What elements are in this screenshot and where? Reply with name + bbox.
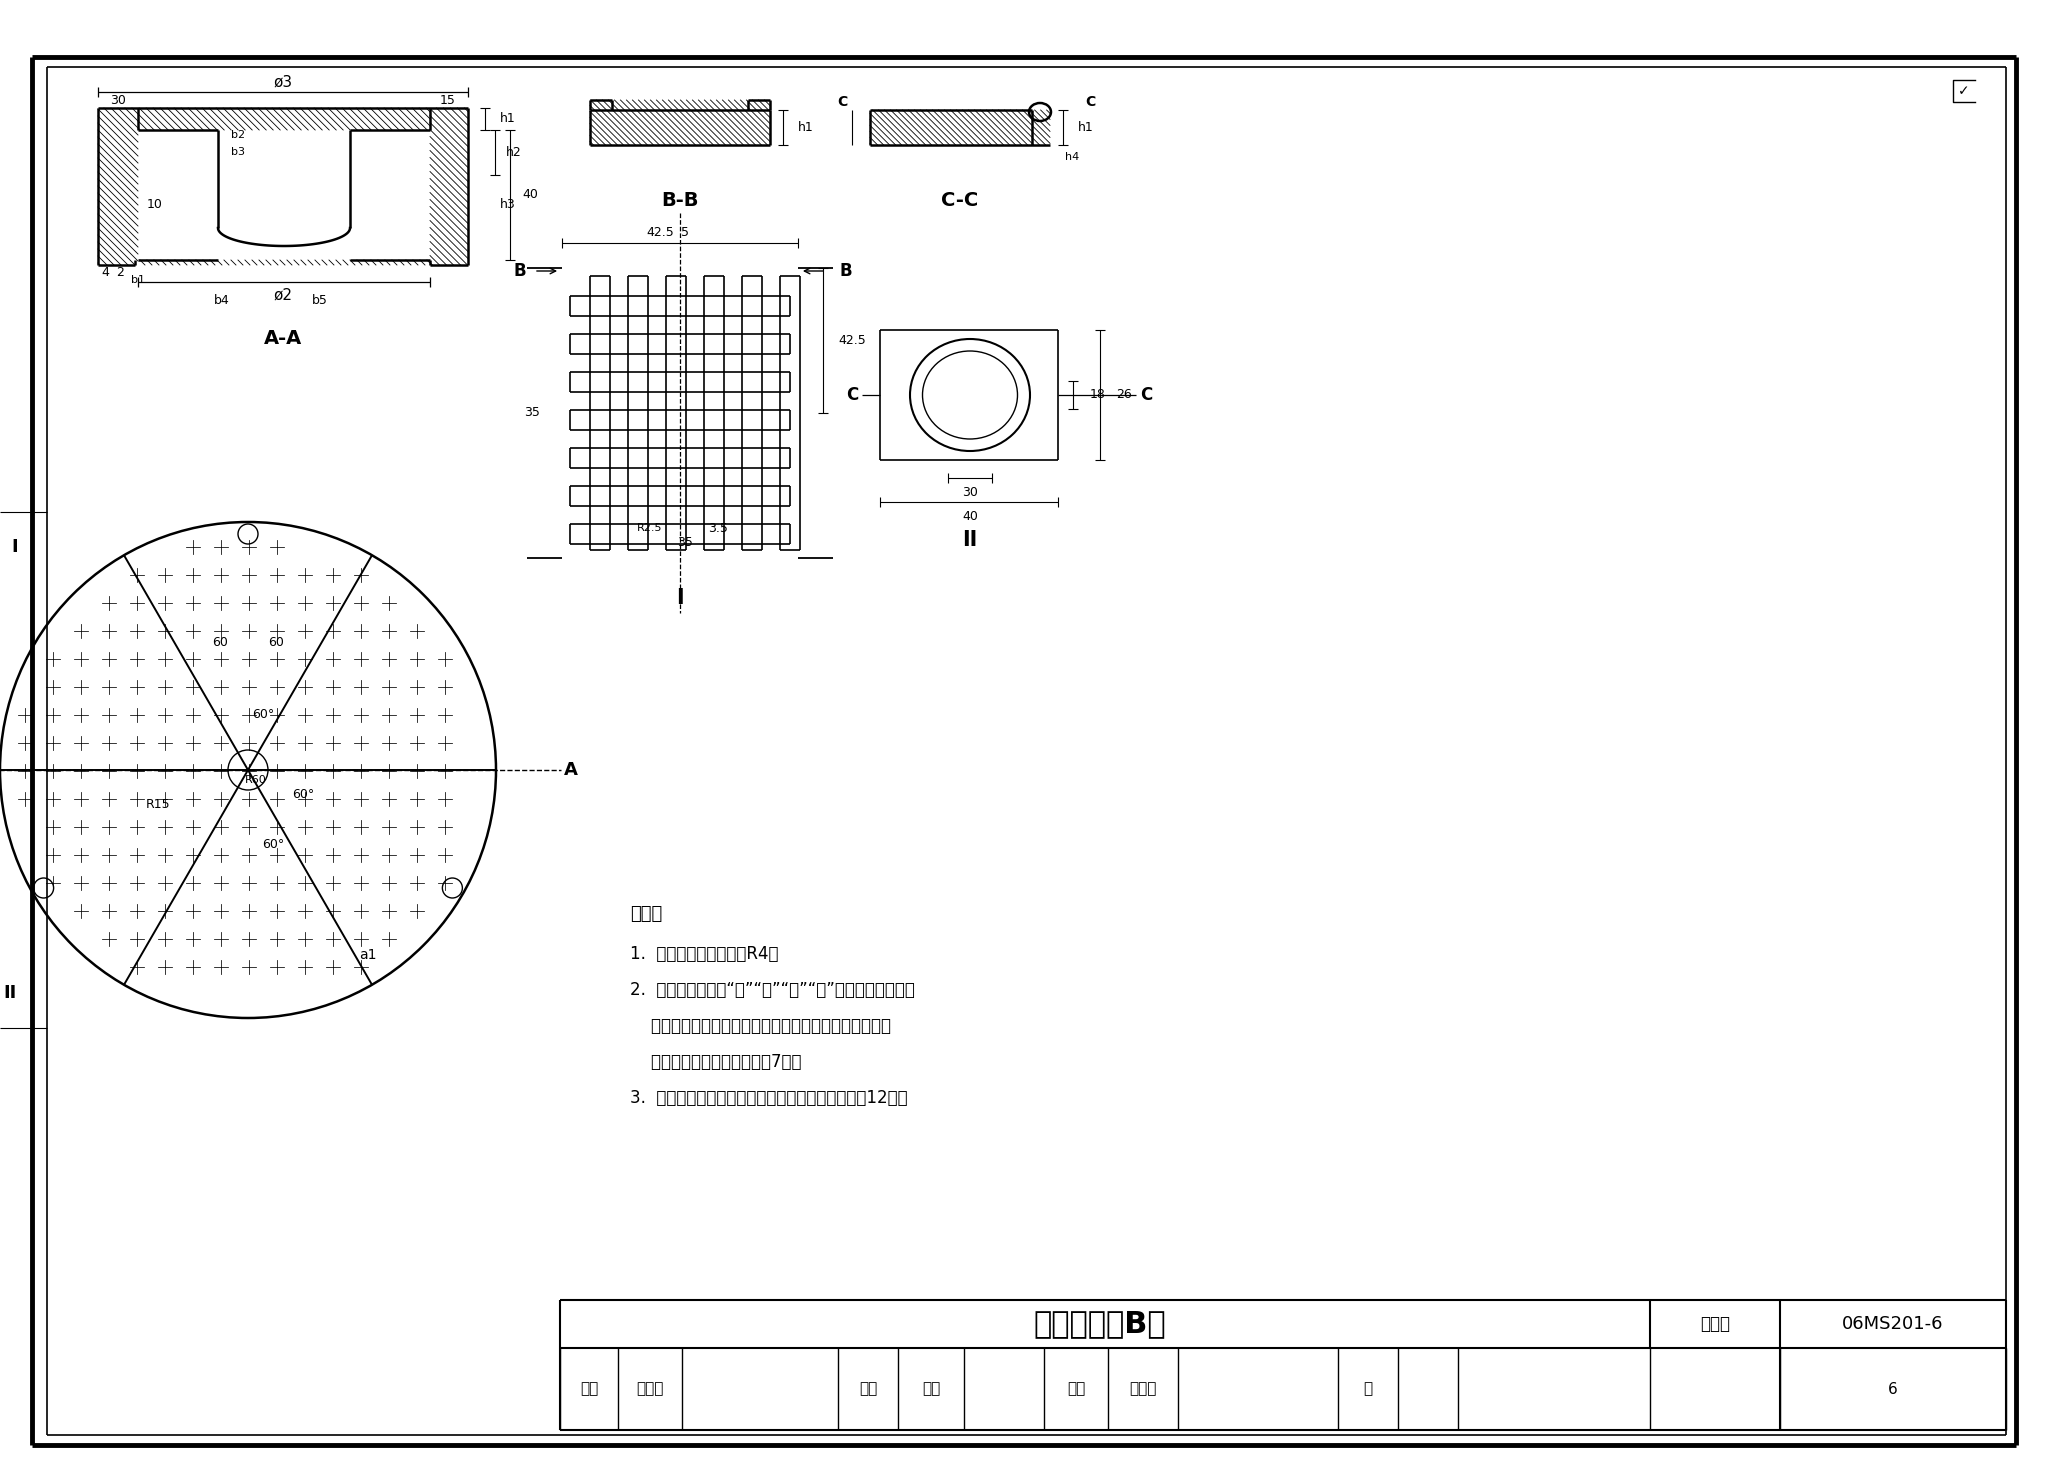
Text: R2.5: R2.5 xyxy=(637,524,664,533)
Text: I: I xyxy=(12,538,18,556)
Text: 35: 35 xyxy=(524,406,541,420)
Text: ø3: ø3 xyxy=(274,75,293,89)
Text: C-C: C-C xyxy=(942,191,979,210)
Text: 60°: 60° xyxy=(262,839,285,851)
Text: 铸铁井盖（B）: 铸铁井盖（B） xyxy=(1034,1310,1165,1338)
Text: 60°: 60° xyxy=(252,709,274,722)
Text: 3.  本井盖与其支座必须有连接，其做法见本图集第12页。: 3. 本井盖与其支座必须有连接，其做法见本图集第12页。 xyxy=(631,1089,907,1108)
Text: ø2: ø2 xyxy=(274,288,293,302)
Text: II: II xyxy=(4,984,16,1002)
Text: B: B xyxy=(514,263,526,280)
Text: 15: 15 xyxy=(440,94,457,107)
Text: 2.  中间空白处填铸“给”“污”“雨”“消”等标志；下面空白: 2. 中间空白处填铸“给”“污”“雨”“消”等标志；下面空白 xyxy=(631,981,915,999)
Text: B-B: B-B xyxy=(662,191,698,210)
Text: 2: 2 xyxy=(117,266,125,279)
Text: h1: h1 xyxy=(1077,120,1094,133)
Text: A: A xyxy=(563,761,578,779)
Text: 42.5: 42.5 xyxy=(645,226,674,239)
Text: 30: 30 xyxy=(963,486,979,499)
Text: R15: R15 xyxy=(145,798,170,811)
Text: C: C xyxy=(838,95,848,109)
Text: 审核: 审核 xyxy=(580,1382,598,1397)
Text: 10: 10 xyxy=(147,198,164,211)
Text: C: C xyxy=(1085,95,1096,109)
Text: b2: b2 xyxy=(231,131,246,139)
Text: 说明：: 说明： xyxy=(631,905,662,923)
Text: 60: 60 xyxy=(213,635,227,648)
Text: 26: 26 xyxy=(1116,389,1133,402)
Text: h3: h3 xyxy=(500,198,516,211)
Text: 40: 40 xyxy=(522,188,539,201)
Text: 温丽晖: 温丽晖 xyxy=(1128,1382,1157,1397)
Text: 郭鑷: 郭鑷 xyxy=(922,1382,940,1397)
Text: 4: 4 xyxy=(100,266,109,279)
Text: C: C xyxy=(1141,386,1153,403)
Text: 设计: 设计 xyxy=(1067,1382,1085,1397)
Text: 40: 40 xyxy=(963,509,979,522)
Text: 5: 5 xyxy=(682,226,688,239)
Text: 图集号: 图集号 xyxy=(1700,1314,1731,1334)
Text: 60°: 60° xyxy=(293,788,313,801)
Text: 18: 18 xyxy=(1090,389,1106,402)
Text: 填铸井盖标志，见本图集第7页。: 填铸井盖标志，见本图集第7页。 xyxy=(631,1053,801,1071)
Text: B: B xyxy=(840,263,852,280)
Text: R60: R60 xyxy=(246,775,266,785)
Text: h1: h1 xyxy=(500,113,516,126)
Text: C: C xyxy=(846,386,858,403)
Text: 王倥山: 王倥山 xyxy=(637,1382,664,1397)
Text: 06MS201-6: 06MS201-6 xyxy=(1843,1314,1944,1334)
Text: h4: h4 xyxy=(1065,153,1079,161)
Text: h2: h2 xyxy=(506,147,522,158)
Text: b4: b4 xyxy=(215,293,229,307)
Text: a1: a1 xyxy=(358,948,377,962)
Text: II: II xyxy=(963,530,977,550)
Text: b5: b5 xyxy=(311,293,328,307)
Text: 页: 页 xyxy=(1364,1382,1372,1397)
Text: b3: b3 xyxy=(231,147,246,157)
Text: 6: 6 xyxy=(1888,1382,1898,1397)
Text: I: I xyxy=(676,588,684,607)
Text: 60: 60 xyxy=(268,635,285,648)
Text: b1: b1 xyxy=(131,274,145,285)
Text: 35: 35 xyxy=(678,537,692,550)
Text: ✓: ✓ xyxy=(1958,84,1970,98)
Text: 3.5: 3.5 xyxy=(709,521,727,534)
Text: 1.  图中未注圆角半径为R4。: 1. 图中未注圆角半径为R4。 xyxy=(631,945,778,962)
Text: A-A: A-A xyxy=(264,329,303,348)
Text: 42.5: 42.5 xyxy=(838,333,866,346)
Text: 30: 30 xyxy=(111,94,125,107)
Text: h1: h1 xyxy=(799,120,813,133)
Text: 处填铸制造厂名标志，其长度由厂家确定；上面空白处: 处填铸制造厂名标志，其长度由厂家确定；上面空白处 xyxy=(631,1017,891,1036)
Text: 校对: 校对 xyxy=(858,1382,877,1397)
